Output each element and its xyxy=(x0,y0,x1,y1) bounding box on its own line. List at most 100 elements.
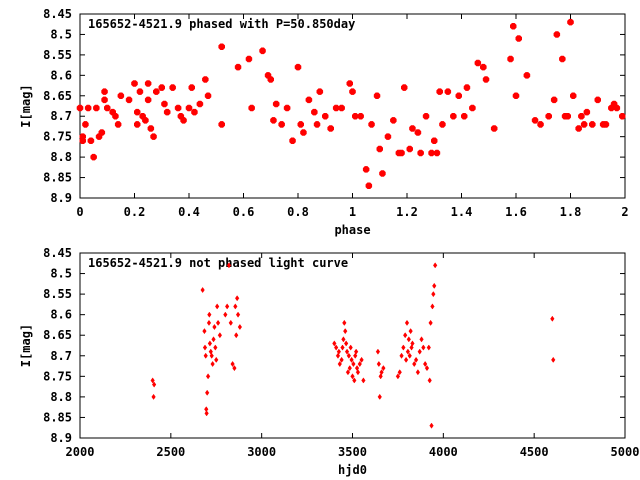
data-point xyxy=(151,393,156,400)
y-tick-label: 8.55 xyxy=(43,287,72,301)
data-point xyxy=(349,88,356,95)
data-point xyxy=(270,117,277,124)
data-point xyxy=(422,113,430,120)
data-point xyxy=(421,344,426,351)
data-point xyxy=(567,18,574,26)
data-point xyxy=(158,84,165,91)
data-point xyxy=(397,369,402,376)
data-point xyxy=(230,360,235,368)
data-point xyxy=(531,117,539,124)
data-point xyxy=(408,328,413,335)
y-tick-label: 8.7 xyxy=(50,109,72,123)
data-point xyxy=(377,393,382,400)
x-tick-label: 0 xyxy=(76,205,83,219)
data-point xyxy=(215,319,221,326)
plot-frame xyxy=(79,252,626,439)
data-point xyxy=(283,104,291,112)
data-point xyxy=(395,373,401,380)
data-point xyxy=(509,22,517,30)
data-point xyxy=(357,360,362,368)
y-tick-label: 8.5 xyxy=(50,27,72,41)
data-point xyxy=(294,63,302,71)
data-point xyxy=(355,369,361,376)
data-point xyxy=(376,360,381,368)
data-point xyxy=(381,365,386,372)
data-point xyxy=(338,104,345,112)
data-point xyxy=(203,352,208,359)
data-point xyxy=(82,121,89,128)
data-point xyxy=(101,88,108,95)
data-point xyxy=(245,55,253,63)
data-point xyxy=(403,332,408,339)
data-point xyxy=(550,315,555,322)
data-point xyxy=(379,170,386,177)
y-axis-label: I[mag] xyxy=(19,84,33,127)
data-point xyxy=(417,348,422,355)
x-tick-label: 4000 xyxy=(429,445,458,459)
data-point xyxy=(432,282,437,289)
data-point xyxy=(234,332,239,339)
data-point xyxy=(359,356,364,363)
data-point xyxy=(207,311,212,318)
data-point xyxy=(112,113,119,120)
y-tick-label: 8.8 xyxy=(50,150,72,164)
data-point xyxy=(341,336,346,343)
data-point xyxy=(215,303,220,310)
data-point xyxy=(578,113,585,120)
data-point xyxy=(213,344,218,351)
data-point xyxy=(379,369,384,376)
data-point xyxy=(180,117,187,124)
data-point xyxy=(174,104,182,112)
data-point xyxy=(357,113,364,120)
data-point xyxy=(362,166,370,173)
data-point xyxy=(207,340,213,347)
data-point xyxy=(117,92,125,99)
data-point xyxy=(559,55,566,63)
data-point xyxy=(235,311,241,318)
data-point xyxy=(349,356,354,363)
x-tick-label: 0.8 xyxy=(287,205,309,219)
data-point xyxy=(427,377,432,384)
chart-title: 165652-4521.9 not phased light curve xyxy=(88,256,348,270)
data-point xyxy=(361,377,366,384)
data-point xyxy=(202,344,208,351)
data-point xyxy=(272,100,280,108)
data-point xyxy=(553,31,561,38)
data-point xyxy=(412,360,417,368)
data-point xyxy=(414,129,422,136)
data-point xyxy=(232,365,237,372)
data-point xyxy=(428,319,433,326)
data-point xyxy=(151,381,157,388)
data-point xyxy=(602,121,610,128)
y-tick-label: 8.9 xyxy=(50,191,72,205)
data-point xyxy=(580,121,588,128)
data-point xyxy=(297,121,305,128)
x-tick-label: 1.2 xyxy=(396,205,418,219)
data-point xyxy=(407,352,412,359)
data-point xyxy=(90,153,97,161)
y-tick-label: 8.85 xyxy=(43,171,72,185)
x-tick-label: 5000 xyxy=(611,445,640,459)
data-point xyxy=(550,96,558,104)
x-tick-label: 1 xyxy=(349,205,356,219)
data-point xyxy=(200,286,205,294)
data-point xyxy=(450,113,457,120)
x-tick-label: 0.4 xyxy=(178,205,200,219)
data-point xyxy=(313,121,321,128)
data-point xyxy=(327,125,335,132)
data-point xyxy=(218,43,225,51)
data-point xyxy=(278,121,285,128)
data-point xyxy=(378,373,383,380)
data-point xyxy=(351,113,359,120)
chart-title: 165652-4521.9 phased with P=50.850day xyxy=(88,17,355,31)
data-point xyxy=(424,365,430,372)
data-point xyxy=(401,344,406,351)
data-point xyxy=(564,113,572,120)
data-point xyxy=(417,149,424,157)
data-point xyxy=(134,121,141,128)
y-tick-label: 8.75 xyxy=(43,130,72,144)
x-tick-label: 2500 xyxy=(156,445,185,459)
data-point xyxy=(537,121,544,128)
data-point xyxy=(431,291,436,298)
data-point xyxy=(344,348,350,355)
